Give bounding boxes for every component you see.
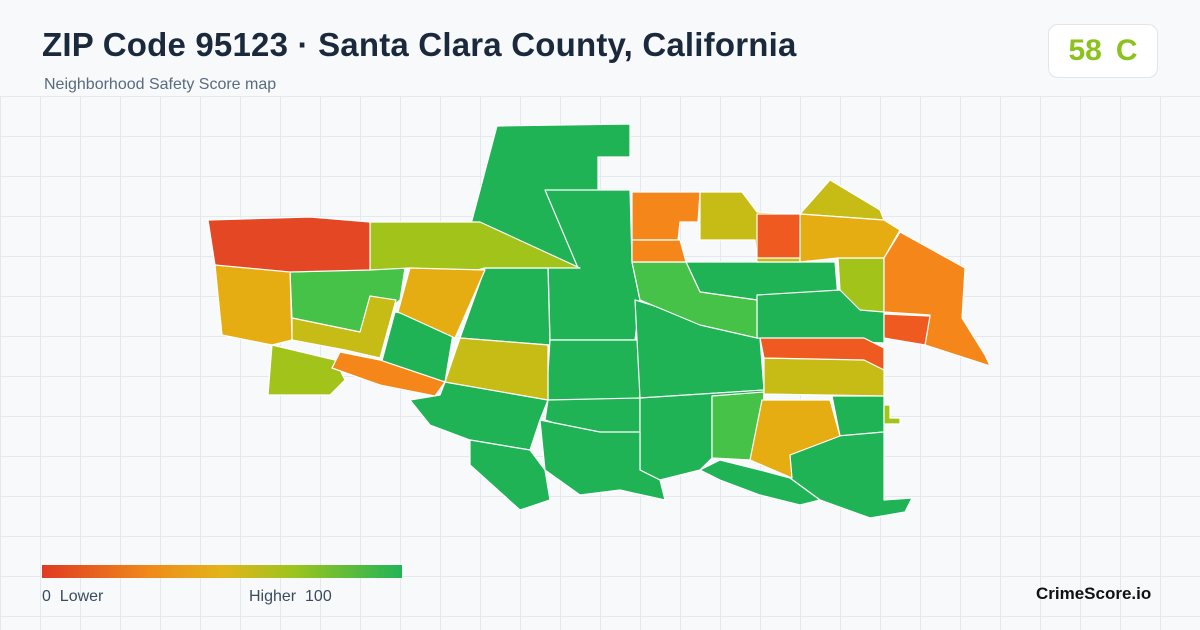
- map-region[interactable]: [749, 399, 841, 479]
- legend-high-text: Higher: [249, 588, 297, 605]
- map-region[interactable]: [214, 264, 293, 346]
- page-title: ZIP Code 95123 · Santa Clara County, Cal…: [42, 26, 797, 63]
- map-region[interactable]: [799, 213, 901, 263]
- map-region[interactable]: [547, 339, 641, 401]
- map-region[interactable]: [883, 404, 901, 425]
- score-grade: C: [1115, 34, 1138, 67]
- map-region[interactable]: [756, 213, 801, 259]
- map-region[interactable]: [883, 313, 931, 346]
- legend-high-label: Higher 100: [249, 588, 332, 606]
- legend-low-label: 0 Lower: [42, 588, 103, 606]
- legend-low-value: 0: [42, 588, 51, 605]
- map-region[interactable]: [267, 344, 346, 396]
- map-region[interactable]: [207, 216, 371, 273]
- map-region[interactable]: [763, 357, 885, 397]
- map-region[interactable]: [331, 351, 446, 397]
- page-subtitle: Neighborhood Safety Score map: [44, 76, 277, 93]
- brand-logo-text: CrimeScore.io: [1036, 584, 1152, 603]
- map-region[interactable]: [291, 295, 397, 359]
- legend-color-scale: [42, 565, 402, 578]
- legend-low-text: Lower: [59, 588, 104, 605]
- map-region[interactable]: [539, 419, 666, 501]
- legend-high-value: 100: [305, 588, 332, 605]
- map-region[interactable]: [469, 439, 551, 511]
- map-region[interactable]: [631, 239, 687, 263]
- map-region[interactable]: [883, 231, 991, 367]
- map-region[interactable]: [831, 395, 885, 437]
- map-region[interactable]: [444, 337, 549, 401]
- map-region[interactable]: [759, 337, 885, 371]
- score-value: 58: [1068, 34, 1102, 67]
- safety-score-badge: 58 C: [1048, 24, 1158, 78]
- map-region[interactable]: [699, 459, 821, 506]
- map-region[interactable]: [631, 191, 701, 241]
- map-region[interactable]: [397, 267, 486, 339]
- map-region[interactable]: [631, 261, 758, 339]
